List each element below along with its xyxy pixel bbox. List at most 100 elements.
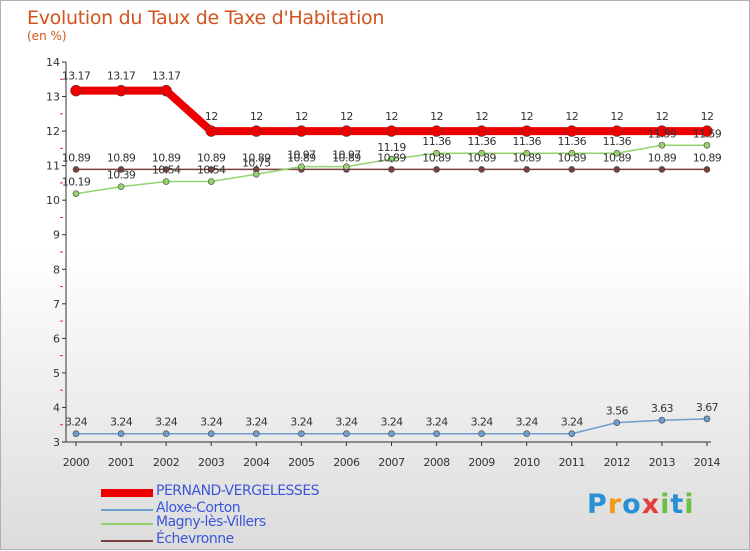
y-tick-label: 13 [46, 91, 60, 104]
y-tick-label: 10 [46, 194, 60, 207]
data-point [160, 84, 172, 97]
data-label: 11.59 [693, 127, 722, 140]
data-label: 11.36 [512, 135, 541, 148]
legend-item-aloxe-corton: Aloxe-Corton [101, 500, 361, 518]
data-label: 3.24 [245, 416, 268, 429]
data-label: 3.24 [471, 416, 494, 429]
data-point [523, 166, 531, 173]
data-label: 3.63 [651, 402, 674, 415]
legend-item-pernand-vergelesses: PERNAND-VERGELESSES [101, 483, 361, 501]
x-tick-label: 2010 [513, 456, 540, 469]
data-point [70, 84, 82, 97]
data-point [658, 141, 666, 149]
data-label: 10.89 [152, 151, 181, 164]
data-point [298, 163, 305, 170]
y-tick-label: 3 [53, 436, 60, 449]
data-point [298, 430, 305, 438]
x-tick-label: 2000 [63, 456, 90, 469]
data-label: 10.39 [107, 169, 136, 182]
data-point [611, 125, 623, 137]
data-label: 12 [520, 110, 533, 123]
data-point [568, 166, 576, 173]
data-point [207, 430, 215, 438]
data-point [343, 430, 350, 438]
legend-item-echevronne: Échevronne [101, 531, 361, 549]
data-point [252, 430, 260, 438]
data-point [295, 125, 308, 137]
data-point [658, 166, 666, 173]
y-tick-label: 7 [53, 298, 60, 311]
data-label: 3.24 [155, 416, 178, 429]
brand-letter: x [641, 489, 661, 520]
data-label: 10.89 [467, 151, 496, 164]
data-label: 13.17 [152, 70, 181, 83]
data-label: 11.36 [603, 135, 632, 148]
data-label: 10.19 [62, 176, 91, 189]
data-point [478, 166, 485, 173]
data-point [433, 166, 440, 173]
brand-letter: P [587, 489, 608, 520]
data-label: 10.89 [107, 151, 136, 164]
legend-label: Échevronne [156, 531, 234, 547]
data-label: 13.17 [62, 70, 91, 83]
data-point [523, 430, 531, 438]
data-label: 12 [701, 110, 714, 123]
y-tick-label: 11 [46, 160, 60, 173]
data-label: 10.75 [242, 156, 271, 169]
data-point [430, 125, 443, 137]
x-tick-label: 2004 [243, 456, 270, 469]
data-point [250, 125, 263, 137]
data-label: 10.89 [377, 151, 406, 164]
data-label: 12 [475, 110, 488, 123]
data-point [117, 183, 125, 191]
data-label: 10.89 [648, 151, 677, 164]
x-tick-label: 2007 [378, 456, 405, 469]
data-point [613, 166, 621, 173]
data-point [613, 419, 621, 426]
data-label: 11.36 [558, 135, 587, 148]
data-label: 3.24 [426, 416, 449, 429]
legend-label: Magny-lès-Villers [156, 514, 266, 530]
data-point [72, 430, 80, 438]
data-point [162, 430, 170, 438]
data-point [701, 125, 713, 137]
data-label: 10.97 [287, 149, 316, 162]
brand-letter: o [622, 489, 642, 520]
data-label: 10.89 [693, 151, 722, 164]
legend-label: Aloxe-Corton [156, 500, 241, 516]
data-point [388, 166, 395, 173]
data-point [207, 166, 215, 173]
brand-letter: i [660, 489, 671, 520]
data-label: 12 [205, 110, 218, 123]
legend-swatch [101, 523, 153, 525]
x-tick-label: 2005 [288, 456, 315, 469]
data-label: 12 [250, 110, 263, 123]
data-label: 11.36 [422, 135, 451, 148]
data-label: 3.67 [696, 401, 719, 414]
data-label: 12 [610, 110, 623, 123]
data-label: 10.89 [242, 151, 271, 164]
data-label: 3.24 [65, 416, 88, 429]
data-label: 10.97 [332, 149, 361, 162]
data-label: 3.24 [200, 416, 223, 429]
data-label: 10.89 [603, 151, 632, 164]
chart-subtitle: (en %) [27, 29, 67, 43]
data-point [72, 166, 80, 173]
x-tick-label: 2011 [559, 456, 585, 469]
data-point [478, 149, 485, 157]
data-point [388, 430, 395, 438]
legend-swatch [101, 489, 153, 497]
data-label: 10.89 [422, 151, 451, 164]
data-label: 12 [565, 110, 578, 123]
x-tick-label: 2012 [604, 456, 630, 469]
data-point [205, 125, 217, 137]
data-label: 11.59 [648, 127, 677, 140]
data-label: 11.19 [377, 141, 406, 154]
legend-swatch [101, 509, 153, 511]
data-label: 10.89 [287, 151, 316, 164]
data-point [72, 190, 80, 197]
data-point [703, 141, 711, 149]
data-point [207, 178, 215, 185]
